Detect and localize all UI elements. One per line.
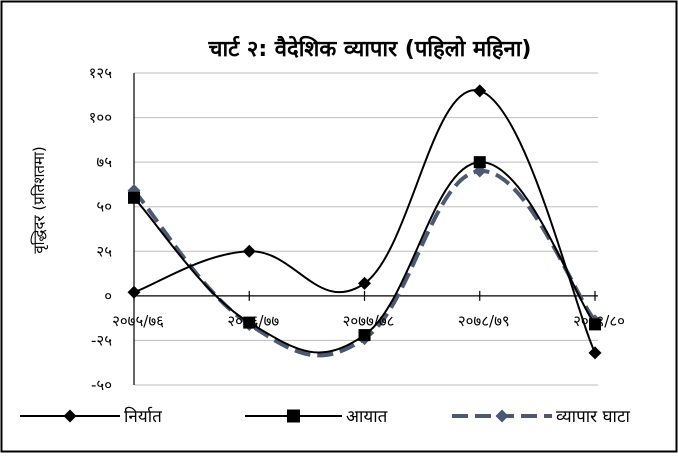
y-tick-label: ७५ <box>96 153 112 171</box>
legend-label: आयात <box>346 407 388 427</box>
x-tick-label: २०७८/७९ <box>458 312 510 330</box>
data-point <box>588 346 602 360</box>
series-line <box>133 89 596 354</box>
legend-item: निर्यात <box>20 406 162 427</box>
x-tick-label: २०७७/७८ <box>343 312 395 330</box>
legend-item: आयात <box>245 407 388 427</box>
series-1 <box>128 156 601 354</box>
legend-label: निर्यात <box>124 406 162 427</box>
series-0 <box>127 84 602 360</box>
y-tick-label: १२५ <box>89 64 113 82</box>
data-point <box>589 318 601 331</box>
y-axis-label: वृद्धिदर (प्रतिशतमा) <box>30 146 49 253</box>
data-point <box>473 84 487 98</box>
legend-label: व्यापार घाटा <box>556 407 631 427</box>
data-point <box>242 244 256 258</box>
x-tick-label: २०७९/८० <box>573 312 625 330</box>
data-point <box>358 329 371 342</box>
data-point <box>243 316 256 329</box>
series-line <box>133 161 596 354</box>
legend-marker <box>63 409 77 423</box>
legend-marker <box>287 409 300 423</box>
data-point <box>127 285 141 299</box>
y-tick-label: ५० <box>96 198 112 216</box>
y-tick-label: ० <box>104 287 112 305</box>
x-tick-label: २०७६/७७ <box>227 312 279 330</box>
gridlines <box>134 72 598 386</box>
x-tick-label: २०७५/७६ <box>112 312 164 330</box>
data-point <box>358 276 371 290</box>
data-point <box>473 156 486 169</box>
legend: निर्यात आयात व्यापार घाटा <box>20 406 631 427</box>
y-tick-label: -५० <box>91 376 112 394</box>
series-layer <box>127 84 602 360</box>
legend-marker <box>495 409 509 423</box>
y-tick-label: -२५ <box>91 331 112 349</box>
tick-labels: -५० -२५ ० २५ ५० ७५ १०० १२५ २०७५/७६ २०७६/७७ २०७७/७८… <box>89 64 625 394</box>
data-point <box>128 191 140 204</box>
y-tick-label: १०० <box>89 109 112 127</box>
chart-title: चार्ट २: वैदेशिक व्यापार (पहिलो महिना) <box>208 35 532 62</box>
legend-item: व्यापार घाटा <box>452 407 631 427</box>
y-tick-label: २५ <box>96 242 112 260</box>
